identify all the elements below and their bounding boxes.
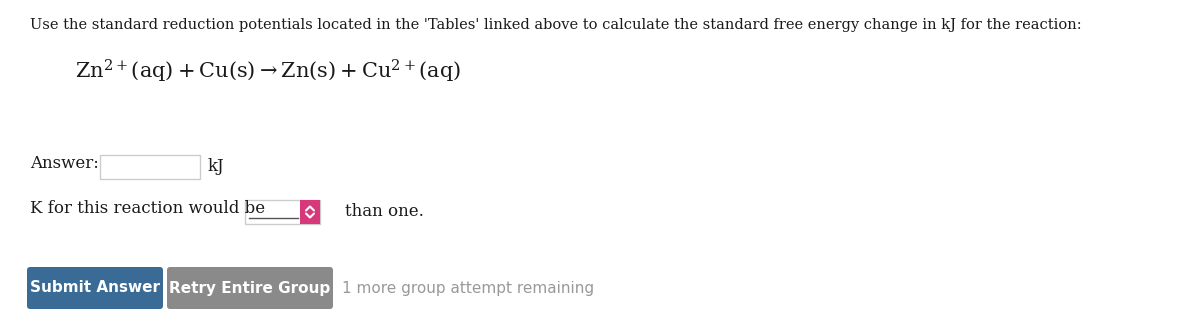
Text: 1 more group attempt remaining: 1 more group attempt remaining <box>342 280 594 295</box>
FancyBboxPatch shape <box>300 200 320 224</box>
Text: Answer:: Answer: <box>30 155 98 172</box>
FancyBboxPatch shape <box>167 267 334 309</box>
Text: Use the standard reduction potentials located in the 'Tables' linked above to ca: Use the standard reduction potentials lo… <box>30 18 1081 32</box>
FancyBboxPatch shape <box>245 200 320 224</box>
FancyBboxPatch shape <box>100 155 200 179</box>
Text: kJ: kJ <box>208 158 224 175</box>
Text: $\mathregular{Zn^{2+}(aq) + Cu(s) \rightarrow Zn(s) + Cu^{2+}(aq)}$: $\mathregular{Zn^{2+}(aq) + Cu(s) \right… <box>74 58 461 85</box>
FancyBboxPatch shape <box>28 267 163 309</box>
Text: Submit Answer: Submit Answer <box>30 280 160 295</box>
Text: than one.: than one. <box>346 203 424 220</box>
Text: Retry Entire Group: Retry Entire Group <box>169 280 331 295</box>
Text: K for this reaction would be: K for this reaction would be <box>30 200 265 217</box>
